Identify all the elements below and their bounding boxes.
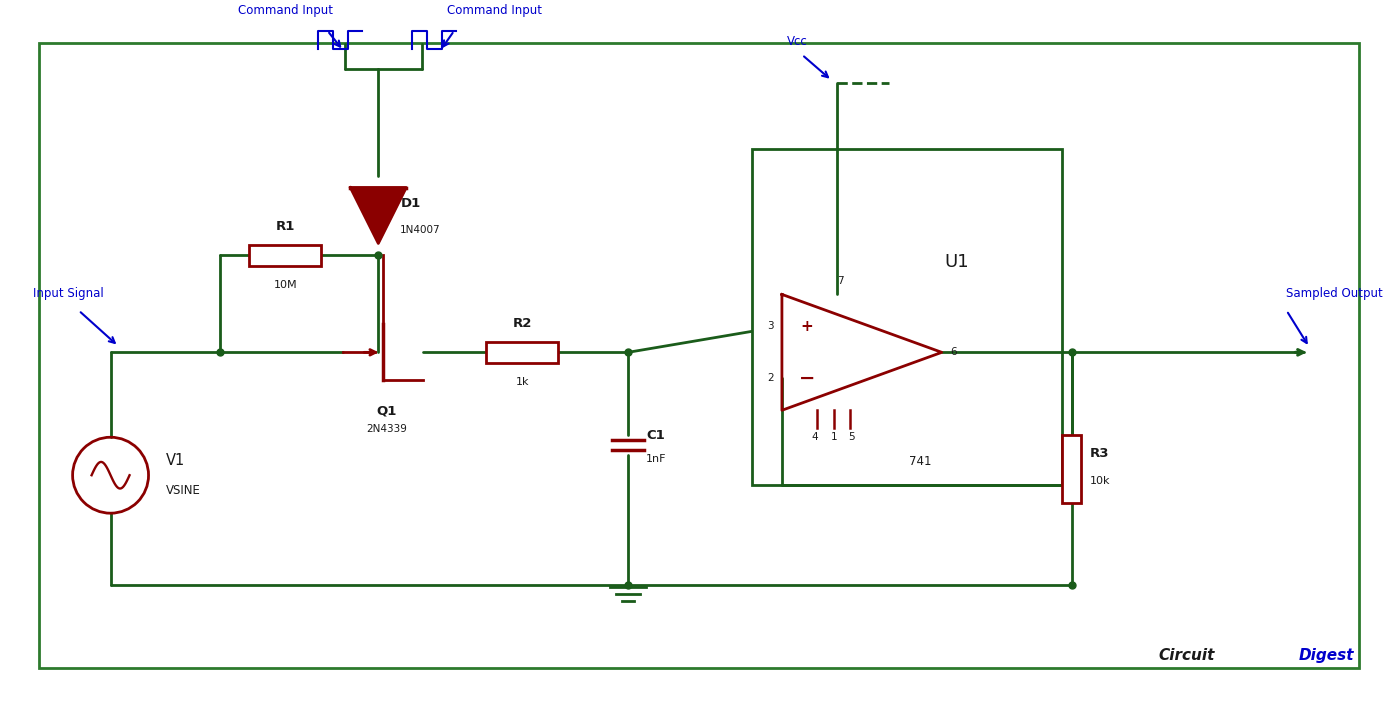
Text: Command Input: Command Input — [238, 4, 333, 16]
Text: 1N4007: 1N4007 — [400, 226, 441, 236]
Text: Digest: Digest — [1299, 648, 1354, 662]
Text: Input Signal: Input Signal — [34, 288, 104, 300]
Text: 5: 5 — [848, 432, 855, 442]
Text: VSINE: VSINE — [165, 484, 200, 497]
Text: C1: C1 — [645, 429, 665, 442]
Text: Q1: Q1 — [377, 404, 396, 417]
Bar — [1063, 435, 1081, 503]
Text: 2N4339: 2N4339 — [365, 425, 407, 435]
Text: U1: U1 — [945, 253, 969, 271]
Text: 4: 4 — [812, 432, 818, 442]
Text: 3: 3 — [767, 321, 774, 332]
Text: R2: R2 — [512, 317, 532, 330]
Text: Circuit: Circuit — [1158, 648, 1215, 662]
Text: 10k: 10k — [1089, 476, 1110, 486]
Text: 7: 7 — [837, 276, 844, 286]
Polygon shape — [350, 187, 406, 244]
Text: R3: R3 — [1089, 447, 1109, 460]
Text: Vcc: Vcc — [787, 35, 808, 48]
Text: V1: V1 — [165, 453, 185, 468]
Text: 1nF: 1nF — [645, 454, 666, 464]
Bar — [249, 245, 322, 266]
Bar — [39, 43, 1359, 668]
Text: 1k: 1k — [515, 377, 529, 388]
Text: R1: R1 — [276, 221, 295, 234]
Bar — [486, 342, 559, 363]
Text: −: − — [799, 369, 815, 388]
Bar — [752, 148, 1061, 485]
Text: Command Input: Command Input — [447, 4, 542, 16]
Text: 10M: 10M — [273, 280, 297, 290]
Text: 1: 1 — [830, 432, 837, 442]
Text: 6: 6 — [949, 347, 956, 357]
Text: 741: 741 — [909, 455, 932, 468]
Text: +: + — [801, 319, 813, 334]
Text: D1: D1 — [400, 197, 420, 210]
Text: 2: 2 — [767, 373, 774, 383]
Text: Sampled Output: Sampled Output — [1287, 288, 1383, 300]
